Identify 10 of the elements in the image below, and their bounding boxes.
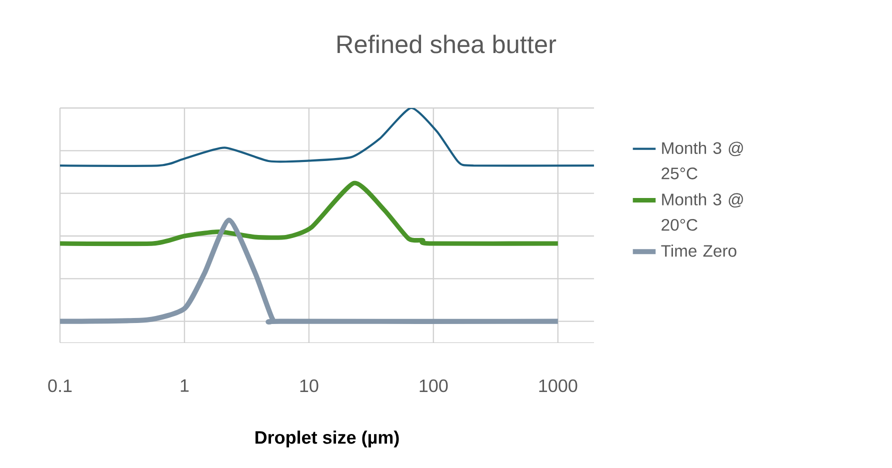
x-tick-label: 10 bbox=[300, 379, 318, 392]
legend-label: Month 3 @ 20°C bbox=[662, 193, 743, 231]
x-tick-label: 0.1 bbox=[48, 379, 72, 392]
x-tick-label: 1000 bbox=[539, 379, 578, 392]
legend-label: Month 3 @ 25°C bbox=[662, 142, 743, 180]
legend-label: Time Zero bbox=[661, 244, 736, 257]
x-axis-title: Droplet size (µm) bbox=[256, 430, 399, 448]
x-tick-label: 100 bbox=[420, 379, 448, 392]
x-tick-label: 1 bbox=[180, 379, 189, 392]
chart-title: Refined shea butter bbox=[338, 34, 556, 54]
